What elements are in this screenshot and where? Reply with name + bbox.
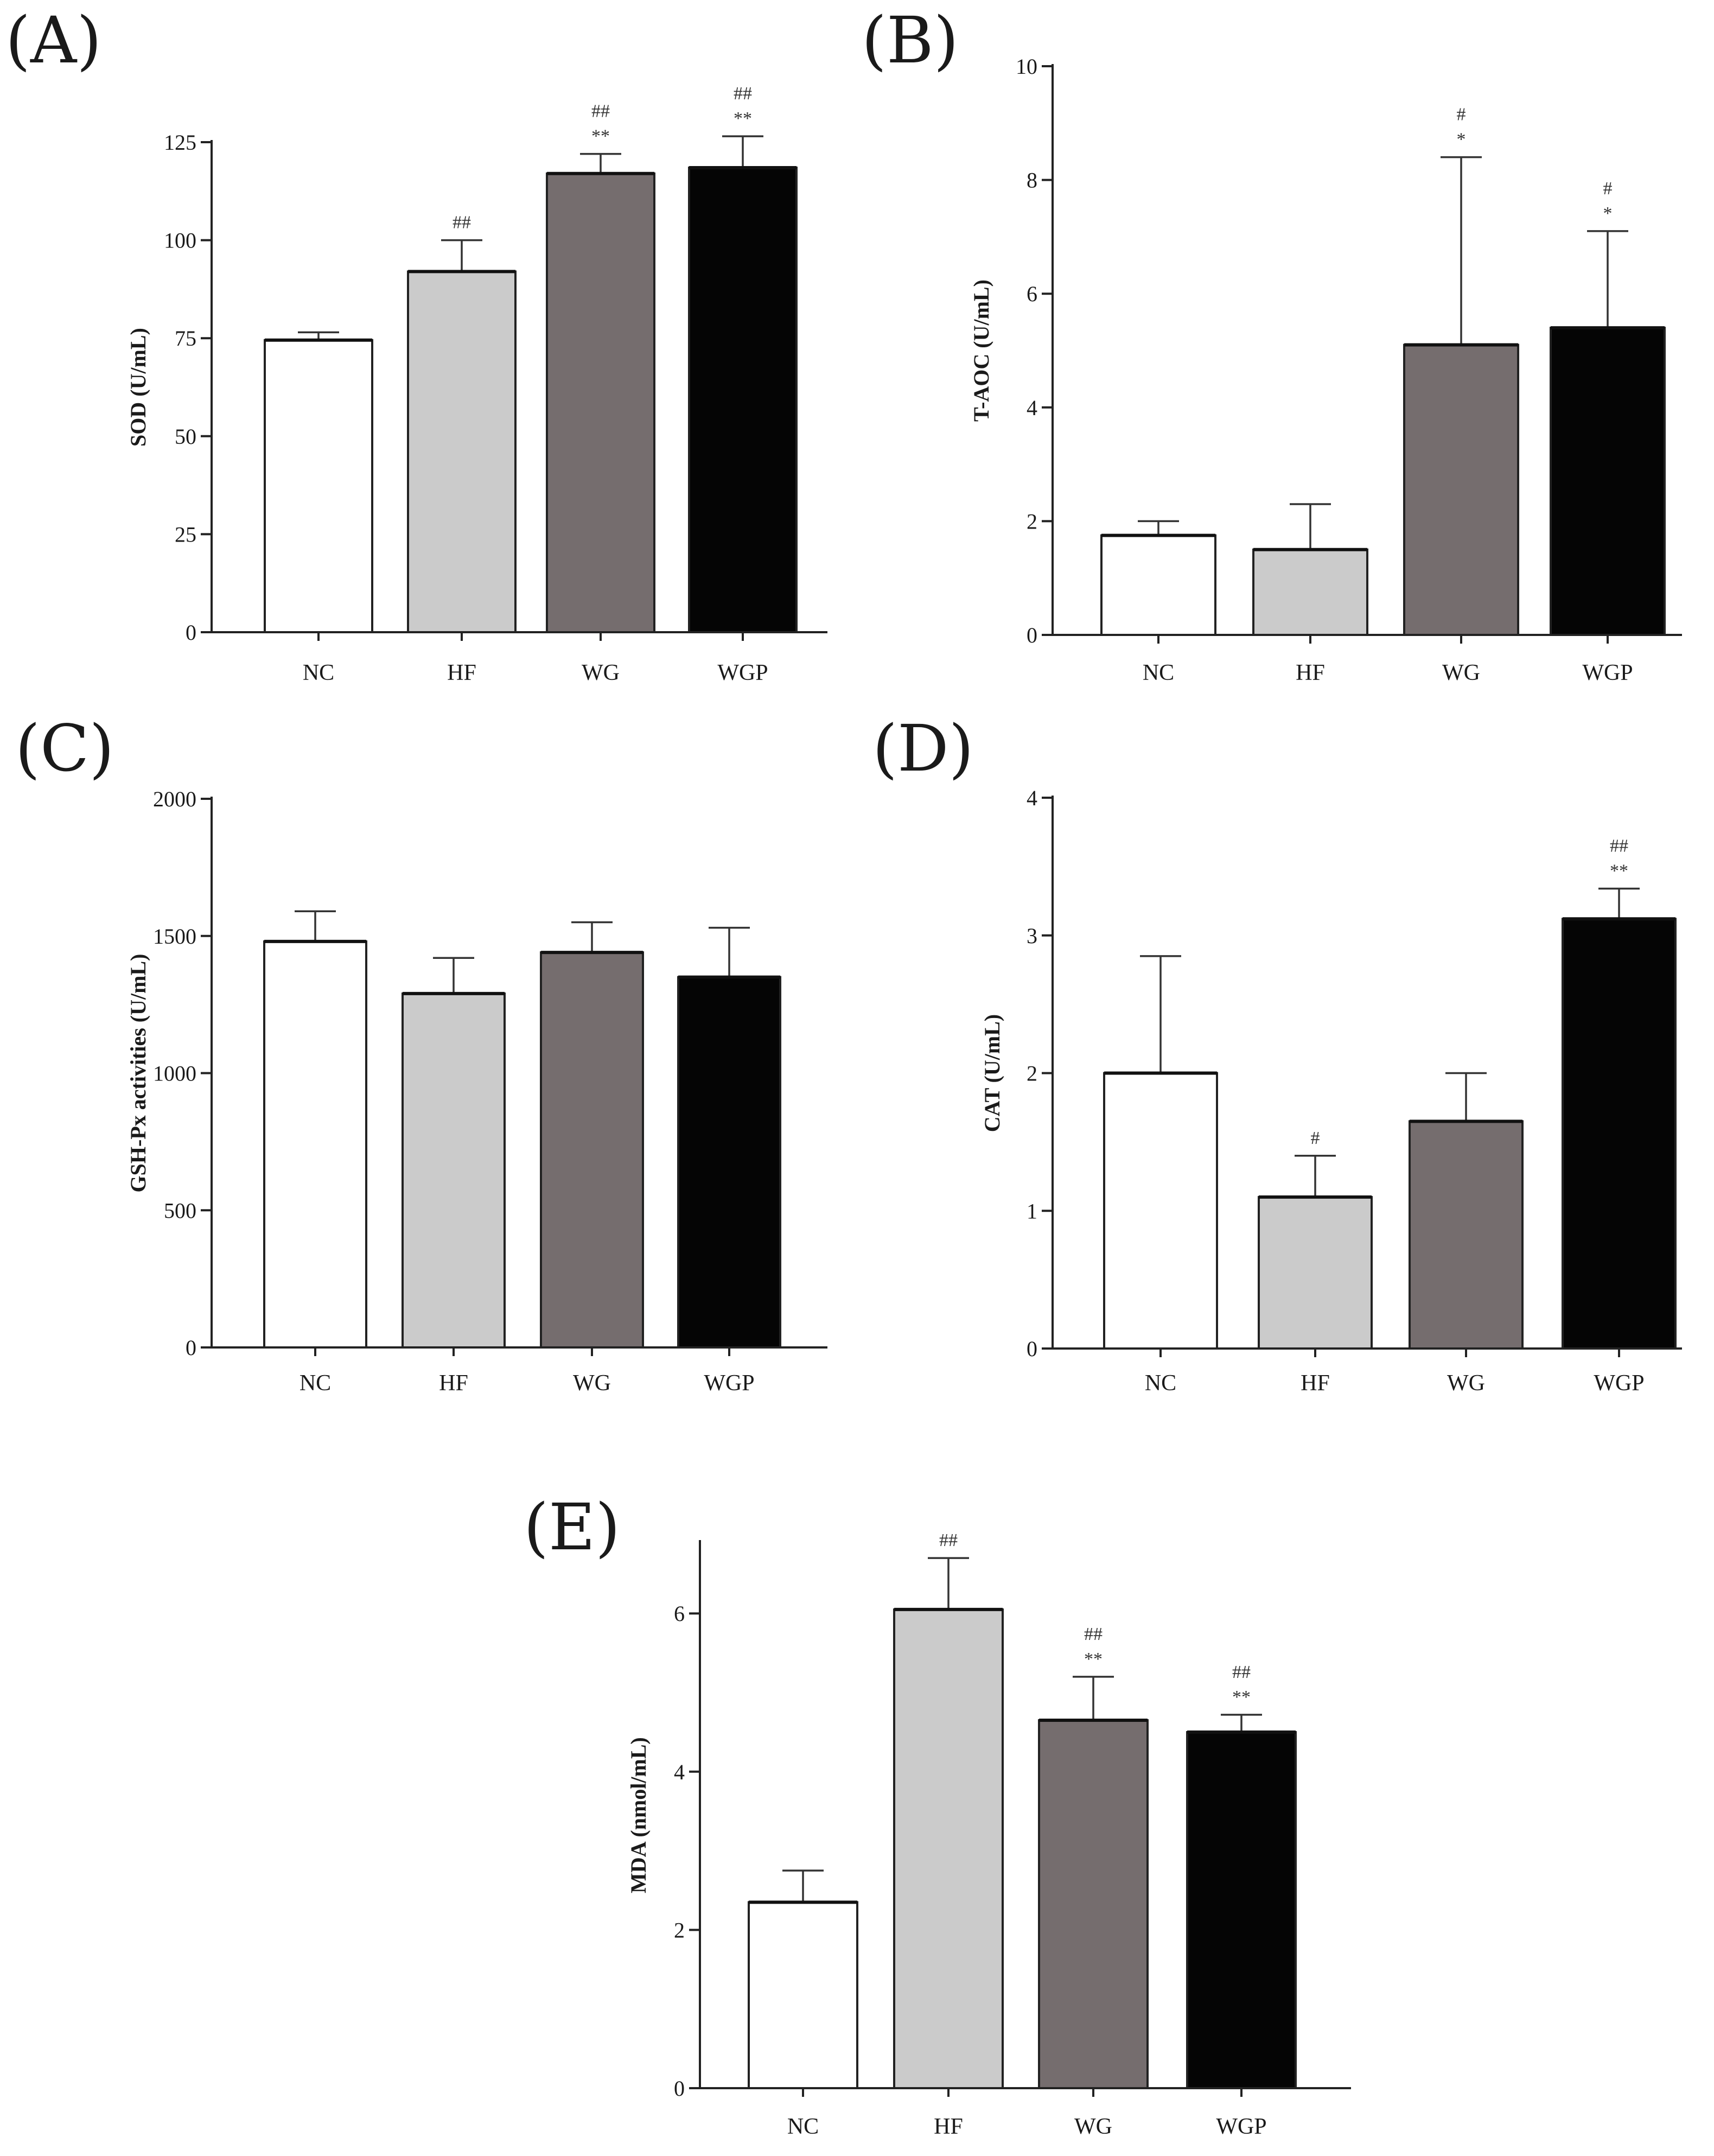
y-tick-label: 100 bbox=[164, 228, 196, 253]
bar-hf bbox=[407, 270, 517, 633]
bar-nc bbox=[264, 339, 373, 633]
y-tick-label: 75 bbox=[175, 326, 196, 351]
bar-wgp bbox=[688, 166, 798, 633]
bar-hf bbox=[893, 1608, 1004, 2089]
y-tick-label: 2 bbox=[1027, 1061, 1037, 1086]
significance-mark: ## bbox=[1610, 836, 1628, 856]
category-label-wgp: WGP bbox=[1216, 2114, 1266, 2139]
significance-mark: * bbox=[1603, 203, 1613, 224]
y-tick-label: 0 bbox=[1027, 623, 1037, 647]
bar-wgp bbox=[1186, 1731, 1297, 2090]
y-axis-label: GSH-Px activities (U/mL) bbox=[126, 954, 150, 1193]
category-label-nc: NC bbox=[1145, 1371, 1176, 1396]
y-tick-label: 50 bbox=[175, 424, 196, 449]
significance-mark: ** bbox=[734, 109, 752, 129]
significance-mark: # bbox=[1603, 179, 1613, 199]
category-label-hf: HF bbox=[447, 660, 476, 685]
y-axis-label: T-AOC (U/mL) bbox=[969, 279, 993, 422]
chart-panel-e: (E) NC ## HF ## ** WG ## ** WGP 0 2 4 6 MDA (nmol/mL) bbox=[524, 1490, 1351, 2139]
significance-mark: ** bbox=[1232, 1687, 1251, 1707]
y-tick-label: 500 bbox=[164, 1198, 196, 1223]
y-tick-label: 8 bbox=[1027, 168, 1037, 193]
y-tick-label: 0 bbox=[674, 2076, 685, 2101]
y-tick-label: 0 bbox=[1027, 1337, 1037, 1361]
bar-wgp bbox=[1562, 918, 1677, 1350]
significance-mark: ## bbox=[453, 213, 471, 233]
bar-hf bbox=[1258, 1195, 1373, 1350]
bar-wg bbox=[546, 172, 655, 633]
panel-letter: (A) bbox=[5, 3, 101, 78]
y-tick-label: 125 bbox=[164, 130, 196, 155]
y-axis-label: SOD (U/mL) bbox=[126, 328, 150, 447]
y-tick-label: 3 bbox=[1027, 924, 1037, 948]
y-tick-label: 2 bbox=[1027, 509, 1037, 533]
category-label-hf: HF bbox=[934, 2114, 963, 2139]
significance-mark: * bbox=[1457, 130, 1466, 150]
y-tick-label: 0 bbox=[186, 1335, 196, 1360]
significance-mark: ## bbox=[1232, 1662, 1251, 1682]
significance-mark: ** bbox=[1610, 861, 1628, 881]
panel-letter: (B) bbox=[862, 3, 959, 78]
y-tick-label: 6 bbox=[674, 1601, 685, 1626]
category-label-wg: WG bbox=[1074, 2114, 1112, 2139]
chart-panel-a: (A) NC ## HF ## ** WG ## ** WGP 0 25 50 75 100 125 SOD (… bbox=[5, 3, 827, 685]
bar-wg bbox=[540, 951, 644, 1349]
panel-letter: (C) bbox=[15, 711, 114, 786]
y-tick-label: 4 bbox=[674, 1760, 685, 1784]
significance-mark: ## bbox=[734, 84, 752, 104]
y-axis-label: CAT (U/mL) bbox=[980, 1014, 1004, 1132]
category-label-wg: WG bbox=[582, 660, 620, 685]
bar-wg bbox=[1403, 344, 1519, 636]
y-tick-label: 2 bbox=[674, 1918, 685, 1942]
category-label-wgp: WGP bbox=[1582, 660, 1633, 685]
panel-letter: (D) bbox=[872, 711, 974, 786]
y-tick-label: 1 bbox=[1027, 1199, 1037, 1223]
chart-panel-b: (B) NC HF # * WG # * WGP 0 2 4 6 8 10 T-AOC (U/mL) bbox=[862, 3, 1682, 685]
bar-wgp bbox=[1550, 327, 1666, 636]
y-tick-label: 6 bbox=[1027, 282, 1037, 306]
y-tick-label: 10 bbox=[1016, 54, 1037, 79]
category-label-hf: HF bbox=[1296, 660, 1325, 685]
significance-mark: # bbox=[1457, 105, 1466, 125]
y-tick-label: 1000 bbox=[153, 1061, 196, 1086]
bar-nc bbox=[1100, 534, 1216, 636]
y-tick-label: 2000 bbox=[153, 787, 196, 811]
category-label-wgp: WGP bbox=[717, 660, 768, 685]
category-label-nc: NC bbox=[300, 1371, 331, 1396]
significance-mark: ** bbox=[1084, 1649, 1103, 1669]
bar-nc bbox=[263, 940, 367, 1349]
chart-panel-c: (C) NC HF WG WGP 0 500 1000 1500 2000 GSH-Px activ… bbox=[15, 711, 827, 1396]
category-label-nc: NC bbox=[303, 660, 334, 685]
significance-mark: ## bbox=[1084, 1624, 1103, 1644]
y-axis-label: MDA (nmol/mL) bbox=[626, 1737, 651, 1893]
category-label-wg: WG bbox=[1447, 1371, 1485, 1396]
bar-hf bbox=[1252, 548, 1368, 636]
bar-wgp bbox=[677, 976, 781, 1349]
y-tick-label: 0 bbox=[186, 620, 196, 645]
category-label-hf: HF bbox=[439, 1371, 468, 1396]
significance-mark: ** bbox=[591, 126, 610, 147]
chart-panel-d: (D) NC # HF WG ## ** WGP 0 1 2 3 4 CAT (U/mL) bbox=[872, 711, 1682, 1396]
significance-mark: ## bbox=[591, 101, 610, 122]
y-tick-label: 4 bbox=[1027, 786, 1037, 810]
significance-mark: ## bbox=[939, 1530, 958, 1550]
bar-nc bbox=[748, 1901, 858, 2089]
y-tick-label: 4 bbox=[1027, 396, 1037, 420]
bar-hf bbox=[402, 992, 506, 1349]
y-tick-label: 25 bbox=[175, 522, 196, 546]
bar-nc bbox=[1103, 1072, 1218, 1350]
category-label-wg: WG bbox=[1442, 660, 1480, 685]
panel-letter: (E) bbox=[524, 1490, 620, 1564]
category-label-wg: WG bbox=[573, 1371, 611, 1396]
category-label-wgp: WGP bbox=[704, 1371, 754, 1396]
bar-wg bbox=[1409, 1120, 1524, 1350]
bar-wg bbox=[1038, 1719, 1149, 2089]
significance-mark: # bbox=[1311, 1128, 1320, 1148]
category-label-nc: NC bbox=[1143, 660, 1174, 685]
category-label-hf: HF bbox=[1301, 1371, 1330, 1396]
y-tick-label: 1500 bbox=[153, 924, 196, 949]
category-label-nc: NC bbox=[787, 2114, 819, 2139]
category-label-wgp: WGP bbox=[1594, 1371, 1644, 1396]
